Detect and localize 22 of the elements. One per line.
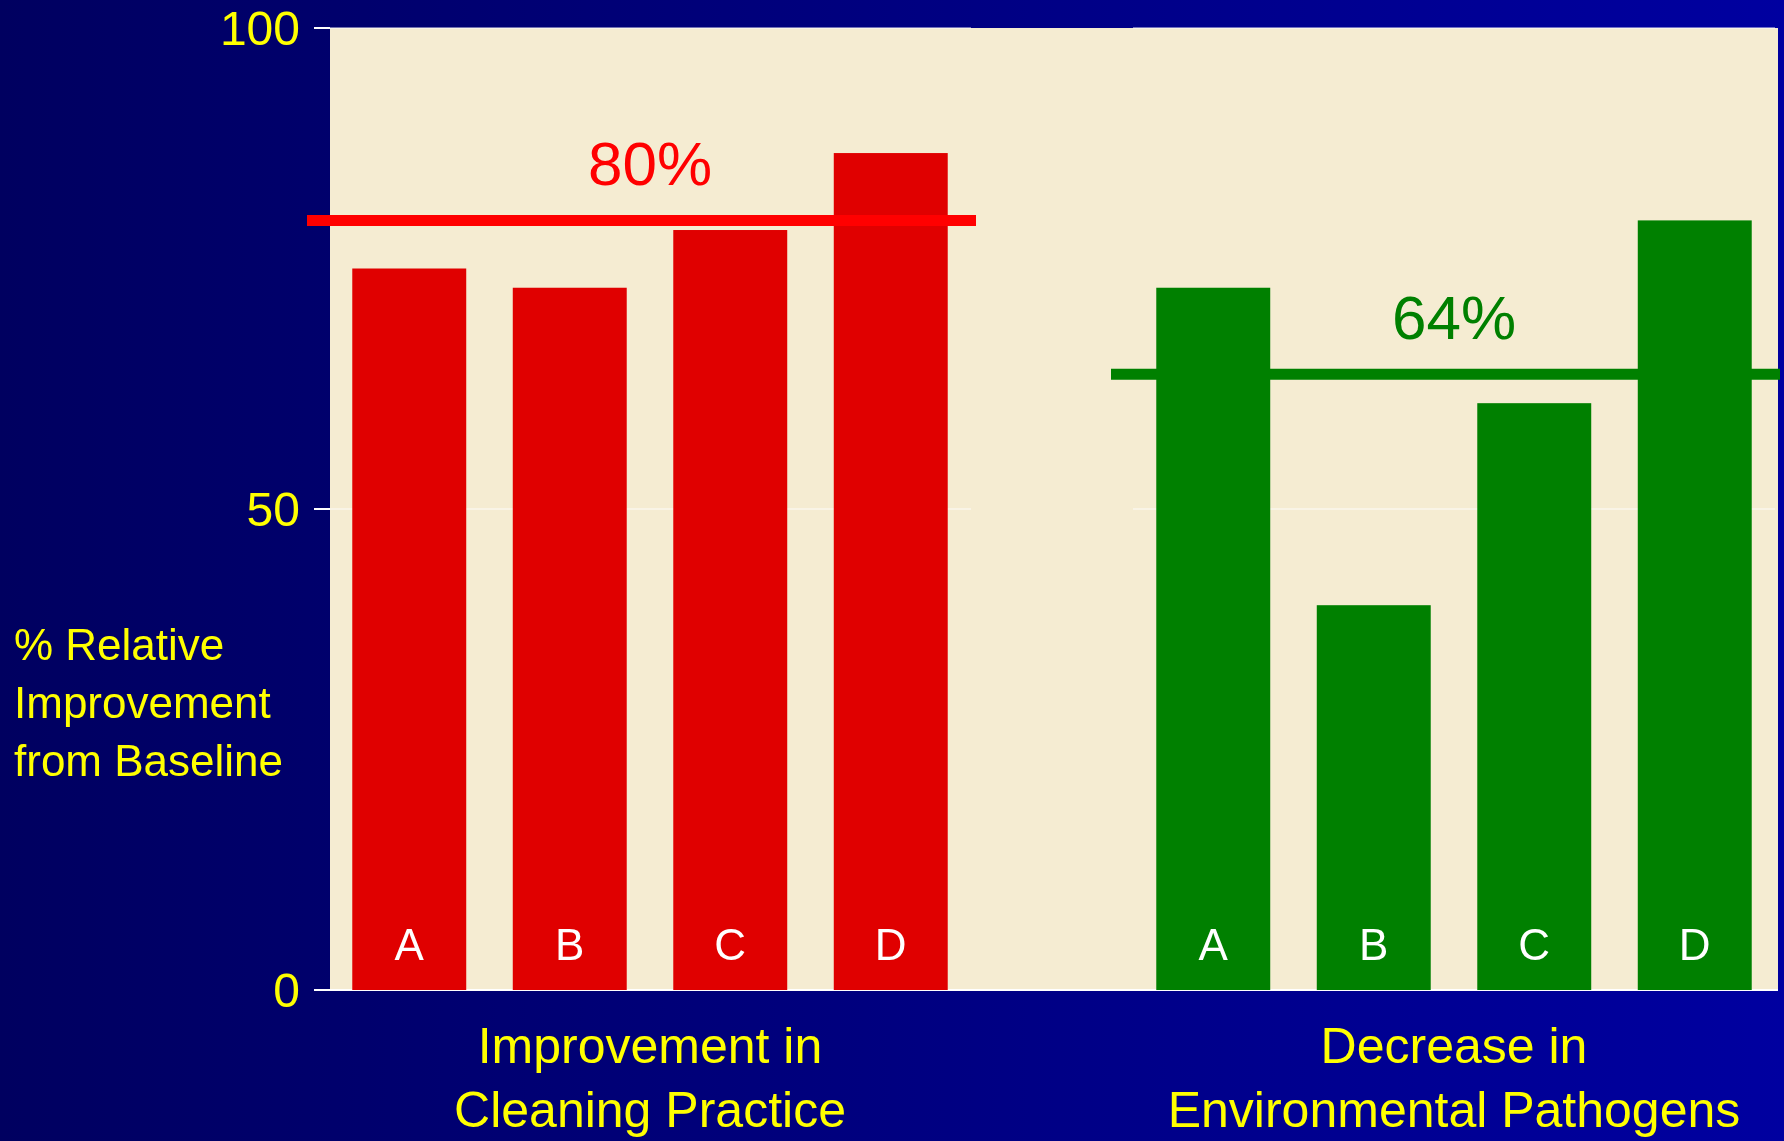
x-tick-label: B (1359, 920, 1389, 969)
bar (512, 287, 627, 990)
bar (352, 268, 467, 990)
x-tick-label: C (714, 920, 747, 969)
x-tick-label: D (1678, 920, 1711, 969)
y-tick-label: 100 (219, 1, 300, 55)
x-tick-label: C (1518, 920, 1551, 969)
x-axis-title: Decrease in Environmental Pathogens (1167, 1018, 1741, 1138)
y-tick-label: 50 (246, 482, 300, 536)
x-tick-label: B (555, 920, 585, 969)
bar (1316, 605, 1431, 990)
x-tick-label: D (874, 920, 907, 969)
bar (833, 153, 948, 990)
y-axis-title: % Relative Improvement from Baseline (14, 620, 284, 785)
x-axis-title: Improvement in Cleaning Practice (454, 1018, 846, 1138)
bar (673, 230, 788, 990)
x-tick-label: A (1198, 920, 1229, 969)
x-tick-label: A (394, 920, 425, 969)
ref-line-label: 64% (1391, 283, 1517, 353)
ref-line-label: 80% (587, 129, 713, 199)
bar (1477, 403, 1592, 990)
y-tick-label: 0 (273, 963, 300, 1017)
